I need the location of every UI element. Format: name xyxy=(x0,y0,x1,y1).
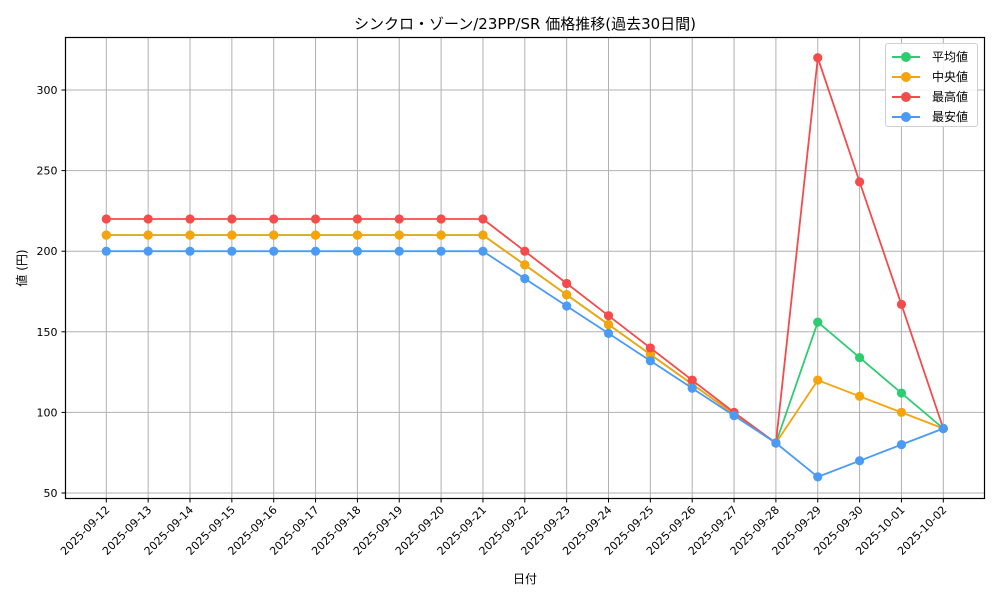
data-point-marker xyxy=(645,343,655,353)
chart-title: シンクロ・ゾーン/23PP/SR 価格推移(過去30日間) xyxy=(354,15,696,33)
data-point-marker xyxy=(143,246,153,256)
data-point-marker xyxy=(520,274,530,284)
data-point-marker xyxy=(813,375,823,385)
data-point-marker xyxy=(185,246,195,256)
data-point-marker xyxy=(352,246,362,256)
data-point-marker xyxy=(520,246,530,256)
data-point-marker xyxy=(520,260,530,270)
data-point-marker xyxy=(436,214,446,224)
data-point-marker xyxy=(185,230,195,240)
series-最高値 xyxy=(101,53,948,448)
data-point-marker xyxy=(562,301,572,311)
data-point-marker xyxy=(394,214,404,224)
legend-label: 最安値 xyxy=(932,110,969,124)
data-point-marker xyxy=(687,383,697,393)
data-point-marker xyxy=(603,319,614,330)
data-point-marker xyxy=(227,214,237,224)
legend-item-max: 最高値 xyxy=(886,87,977,107)
chart-legend: 平均値 中央値 最高値 最安値 xyxy=(885,43,978,127)
data-point-marker xyxy=(436,230,446,240)
legend-marker-icon xyxy=(901,112,911,122)
legend-label: 平均値 xyxy=(932,50,969,64)
data-point-marker xyxy=(478,230,488,240)
data-point-marker xyxy=(896,388,907,398)
legend-marker-icon xyxy=(901,72,911,82)
data-point-marker xyxy=(562,290,572,300)
y-tick-label: 200 xyxy=(37,245,58,258)
data-point-marker xyxy=(269,246,279,256)
data-point-marker xyxy=(269,214,279,224)
data-point-marker xyxy=(813,53,823,63)
data-point-marker xyxy=(855,352,865,363)
data-point-marker xyxy=(813,317,823,327)
data-point-marker xyxy=(603,328,614,339)
data-point-marker xyxy=(352,214,362,224)
data-point-marker xyxy=(562,278,572,289)
data-point-marker xyxy=(101,230,111,240)
x-axis-ticks: 2025-09-122025-09-132025-09-142025-09-15… xyxy=(58,498,949,558)
legend-marker-icon xyxy=(901,92,911,102)
data-point-marker xyxy=(729,411,739,421)
x-axis-label: 日付 xyxy=(513,572,537,586)
data-point-marker xyxy=(352,230,362,240)
data-point-marker xyxy=(436,246,446,256)
data-point-marker xyxy=(310,214,321,224)
legend-item-median: 中央値 xyxy=(886,67,977,87)
data-point-marker xyxy=(896,299,907,309)
data-point-marker xyxy=(855,456,865,466)
data-point-marker xyxy=(478,246,488,256)
data-point-marker xyxy=(603,311,614,321)
y-axis-label: 値 (円) xyxy=(14,249,29,286)
legend-label: 最高値 xyxy=(932,90,969,104)
y-axis-ticks: 50 100 150 200 250 300 xyxy=(37,84,66,500)
data-point-marker xyxy=(896,407,907,417)
legend-item-min: 最安値 xyxy=(886,107,977,127)
data-point-marker xyxy=(269,230,279,240)
data-point-marker xyxy=(394,230,404,240)
data-point-marker xyxy=(101,214,111,224)
data-point-marker xyxy=(143,214,153,224)
data-point-marker xyxy=(855,391,865,401)
data-point-marker xyxy=(310,246,321,256)
legend-label: 中央値 xyxy=(932,70,969,84)
data-point-marker xyxy=(896,440,907,450)
data-point-marker xyxy=(478,214,488,224)
data-point-marker xyxy=(227,246,237,256)
y-tick-label: 50 xyxy=(44,487,58,500)
data-point-marker xyxy=(855,177,865,187)
data-point-marker xyxy=(771,438,781,448)
legend-item-average: 平均値 xyxy=(886,47,977,67)
data-point-marker xyxy=(813,472,823,482)
data-point-marker xyxy=(310,230,321,240)
data-point-marker xyxy=(394,246,404,256)
data-point-marker xyxy=(645,356,655,366)
y-tick-label: 150 xyxy=(37,326,58,339)
y-tick-label: 300 xyxy=(37,84,58,97)
y-tick-label: 250 xyxy=(37,165,58,178)
data-point-marker xyxy=(938,423,948,434)
data-series xyxy=(101,53,948,482)
data-point-marker xyxy=(645,349,655,359)
series-最安値 xyxy=(101,246,948,482)
legend-marker-icon xyxy=(901,52,911,62)
data-point-marker xyxy=(185,214,195,224)
data-point-marker xyxy=(101,246,111,256)
data-point-marker xyxy=(687,375,697,385)
y-tick-label: 100 xyxy=(37,406,58,419)
data-point-marker xyxy=(227,230,237,240)
data-point-marker xyxy=(143,230,153,240)
